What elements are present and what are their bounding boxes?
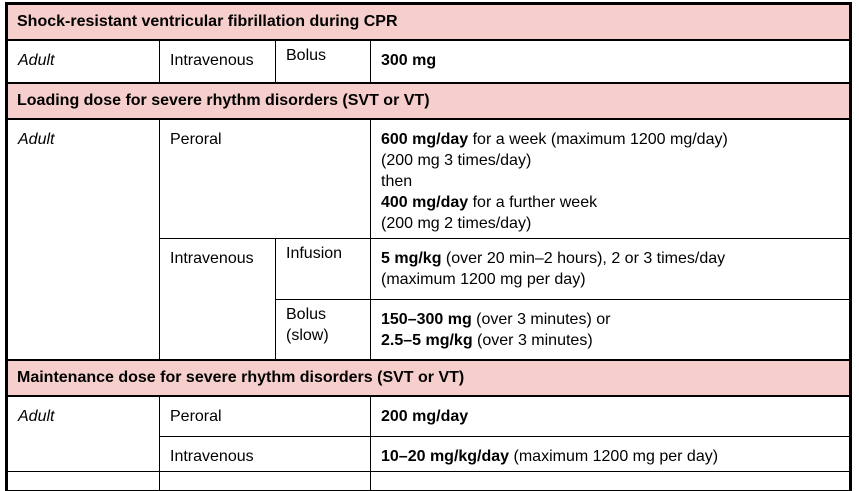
dose-line: (200 mg 3 times/day) [381, 151, 532, 169]
section-row-maintenance: Maintenance dose for severe rhythm disor… [6, 358, 851, 397]
dose-line: 150–300 mg (over 3 minutes) or [381, 309, 841, 330]
partial-cell [6, 471, 160, 491]
dose-line: 600 mg/day for a week (maximum 1200 mg/d… [381, 129, 841, 150]
loading-iv-route-cell: Intravenous [159, 238, 276, 360]
dose-detail: (over 20 min–2 hours), 2 or 3 times/day [441, 250, 726, 267]
dose-detail: (over 3 minutes) or [471, 311, 611, 328]
cpr-dose-cell: 300 mg [370, 39, 851, 83]
dose-value: 5 mg/kg [381, 250, 442, 267]
loading-peroral-dose-cell: 600 mg/day for a week (maximum 1200 mg/d… [370, 118, 851, 239]
loading-population-cell: Adult [6, 118, 160, 360]
maintenance-peroral-dose-cell: 200 mg/day [370, 395, 851, 437]
dose-line: (maximum 1200 mg per day) [381, 271, 586, 288]
maintenance-iv-dose-cell: 10–20 mg/kg/day (maximum 1200 mg per day… [370, 436, 851, 472]
cpr-method-cell: Bolus [275, 39, 371, 83]
loading-peroral-route-cell: Peroral [159, 118, 371, 239]
maintenance-peroral-route-cell: Peroral [159, 395, 371, 437]
maintenance-iv-route-cell: Intravenous [159, 436, 371, 472]
loading-bolus-dose-cell: 150–300 mg (over 3 minutes) or 2.5–5 mg/… [370, 299, 851, 360]
section-row-loading: Loading dose for severe rhythm disorders… [6, 81, 851, 120]
partial-cell [159, 471, 371, 491]
dosing-table: Shock-resistant ventricular fibrillation… [5, 2, 852, 491]
dose-detail: (over 3 minutes) [472, 332, 593, 349]
section-header-cpr: Shock-resistant ventricular fibrillation… [6, 2, 851, 41]
dose-value: 200 mg/day [381, 407, 469, 425]
method-line: (slow) [286, 327, 329, 344]
section-header-maintenance: Maintenance dose for severe rhythm disor… [6, 358, 851, 397]
table-row: Adult Peroral 600 mg/day for a week (max… [6, 118, 851, 360]
dose-line: 5 mg/kg (over 20 min–2 hours), 2 or 3 ti… [381, 248, 841, 269]
section-header-loading: Loading dose for severe rhythm disorders… [6, 81, 851, 120]
dose-value: 300 mg [381, 51, 437, 69]
table-row-partial [6, 471, 851, 491]
dose-detail: for a further week [468, 193, 598, 211]
maintenance-population-cell: Adult [6, 395, 160, 472]
dose-value: 600 mg/day [381, 130, 469, 148]
dose-line: then [381, 172, 413, 190]
section-row-cpr: Shock-resistant ventricular fibrillation… [6, 2, 851, 41]
dose-line: 400 mg/day for a further week [381, 192, 841, 213]
table-row: Bolus (slow) 150–300 mg (over 3 minutes)… [7, 299, 851, 360]
cpr-population-cell: Adult [6, 39, 160, 83]
loading-infusion-method-cell: Infusion [275, 238, 371, 300]
table-row: Adult Peroral 200 mg/day [6, 395, 851, 472]
dose-detail: for a week (maximum 1200 mg/day) [468, 130, 728, 148]
dose-value: 2.5–5 mg/kg [381, 332, 473, 349]
dose-detail: (maximum 1200 mg per day) [509, 448, 719, 465]
cpr-route-cell: Intravenous [159, 39, 276, 83]
dose-line: (200 mg 2 times/day) [381, 214, 532, 232]
method-line: Bolus [286, 306, 327, 323]
loading-bolus-method-cell: Bolus (slow) [275, 299, 371, 360]
dose-value: 150–300 mg [381, 311, 472, 328]
dose-value: 10–20 mg/kg/day [381, 448, 510, 465]
dose-line: 2.5–5 mg/kg (over 3 minutes) [381, 330, 841, 351]
table-row: Intravenous Infusion 5 mg/kg (over 20 mi… [7, 238, 851, 360]
partial-cell [370, 471, 851, 491]
table-row: Adult Intravenous Bolus 300 mg [6, 39, 851, 83]
dose-value: 400 mg/day [381, 193, 469, 211]
loading-infusion-dose-cell: 5 mg/kg (over 20 min–2 hours), 2 or 3 ti… [370, 238, 851, 300]
